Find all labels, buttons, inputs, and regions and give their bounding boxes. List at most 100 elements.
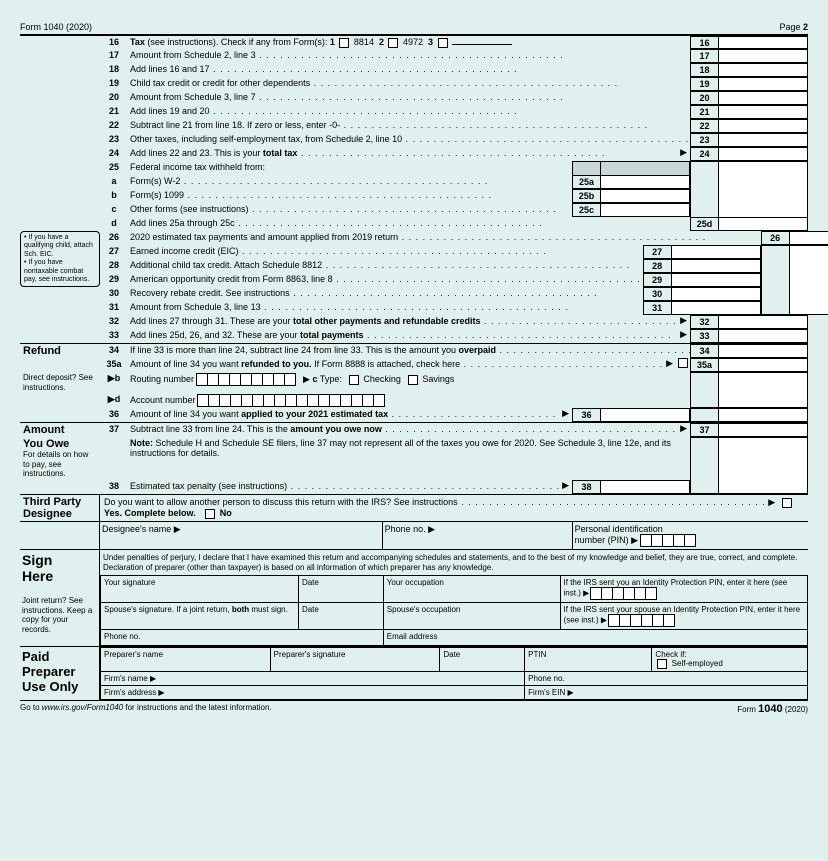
chk-yes[interactable] xyxy=(782,498,792,508)
box-25c[interactable] xyxy=(600,203,690,217)
box-29[interactable] xyxy=(671,273,761,287)
firm-address[interactable]: Firm's address ▶ xyxy=(101,686,525,700)
firm-phone[interactable]: Phone no. xyxy=(525,672,808,686)
line-16-num: 16 xyxy=(100,36,128,49)
box-21-num: 21 xyxy=(690,105,718,119)
chk-8888[interactable] xyxy=(678,358,688,368)
box-25a[interactable] xyxy=(600,175,690,189)
chk-no[interactable] xyxy=(205,509,215,519)
line-24-desc: Add lines 22 and 23. This is your total … xyxy=(128,147,677,161)
box-18-num: 18 xyxy=(690,63,718,77)
preparer-name[interactable]: Preparer's name xyxy=(101,648,271,672)
header-right: Page 2 xyxy=(779,22,808,32)
line-25a-desc: Form(s) W-2 xyxy=(128,175,572,189)
box-25b-num: 25b xyxy=(572,189,600,203)
box-25b[interactable] xyxy=(600,189,690,203)
designee-name-label: Designee's name ▶ xyxy=(100,522,382,549)
box-28[interactable] xyxy=(671,259,761,273)
line-36-num: 36 xyxy=(100,408,128,422)
line-19-num: 19 xyxy=(100,77,128,91)
box-26[interactable] xyxy=(789,231,828,245)
box-18[interactable] xyxy=(718,63,808,77)
box-35a-num: 35a xyxy=(690,358,718,372)
header-left: Form 1040 (2020) xyxy=(20,22,92,32)
chk-3[interactable] xyxy=(438,38,448,48)
chk-checking[interactable] xyxy=(349,375,359,385)
line-22-num: 22 xyxy=(100,119,128,133)
box-31[interactable] xyxy=(671,301,761,315)
chk-self-employed[interactable] xyxy=(657,659,667,669)
box-19[interactable] xyxy=(718,77,808,91)
line-27-num: 27 xyxy=(100,245,128,259)
chk-4972[interactable] xyxy=(388,38,398,48)
box-25c-num: 25c xyxy=(572,203,600,217)
line-30-desc: Recovery rebate credit. See instructions xyxy=(128,287,643,301)
chk-savings[interactable] xyxy=(408,375,418,385)
box-22[interactable] xyxy=(718,119,808,133)
your-signature[interactable]: Your signature xyxy=(101,576,299,603)
box-21[interactable] xyxy=(718,105,808,119)
line-27-desc: Earned income credit (EIC) xyxy=(128,245,643,259)
box-36[interactable] xyxy=(600,408,690,422)
chk-8814[interactable] xyxy=(339,38,349,48)
amount-owe-label: Amount xyxy=(23,424,65,436)
box-35a[interactable] xyxy=(718,358,808,372)
spouse-occupation[interactable]: Spouse's occupation xyxy=(383,603,560,630)
line-25a-num: a xyxy=(100,175,128,189)
line-33-desc: Add lines 25d, 26, and 32. These are you… xyxy=(128,329,677,343)
box-27[interactable] xyxy=(671,245,761,259)
preparer-date[interactable]: Date xyxy=(440,648,525,672)
sign-here-label: SignHere xyxy=(22,552,97,584)
box-24-num: 24 xyxy=(690,147,718,161)
line-26-desc: 2020 estimated tax payments and amount a… xyxy=(128,231,761,245)
line-26-num: 26 xyxy=(100,231,128,245)
box-34[interactable] xyxy=(718,344,808,358)
line-23-num: 23 xyxy=(100,133,128,147)
line-37-note: Note: Schedule H and Schedule SE filers,… xyxy=(128,437,690,480)
your-occupation[interactable]: Your occupation xyxy=(383,576,560,603)
firm-ein[interactable]: Firm's EIN ▶ xyxy=(525,686,808,700)
phone-no[interactable]: Phone no. xyxy=(101,630,384,646)
designee-pin-label: Personal identificationnumber (PIN) ▶ xyxy=(572,522,808,549)
spouse-signature[interactable]: Spouse's signature. If a joint return, b… xyxy=(101,603,299,630)
signature-table: Your signature Date Your occupation If t… xyxy=(100,575,808,646)
line-21-desc: Add lines 19 and 20 xyxy=(128,105,690,119)
form-1040-page-2: Form 1040 (2020) Page 2 16 Tax (see inst… xyxy=(20,20,808,715)
box-30[interactable] xyxy=(671,287,761,301)
line-18-num: 18 xyxy=(100,63,128,77)
box-20[interactable] xyxy=(718,91,808,105)
box-16-num: 16 xyxy=(690,36,718,49)
line-29-desc: American opportunity credit from Form 88… xyxy=(128,273,643,287)
third-party-label: Third Party Designee xyxy=(23,496,81,520)
box-38-num: 38 xyxy=(572,480,600,494)
box-32[interactable] xyxy=(718,315,808,329)
box-27-num: 27 xyxy=(643,245,671,259)
preparer-sig[interactable]: Preparer's signature xyxy=(270,648,440,672)
line-28-num: 28 xyxy=(100,259,128,273)
box-23[interactable] xyxy=(718,133,808,147)
designee-phone-label: Phone no. ▶ xyxy=(382,522,572,549)
box-28-num: 28 xyxy=(643,259,671,273)
preparer-ptin[interactable]: PTIN xyxy=(525,648,652,672)
sig-date[interactable]: Date xyxy=(298,576,383,603)
sign-here-sub: Joint return? See instructions. Keep a c… xyxy=(22,596,97,634)
email-address[interactable]: Email address xyxy=(383,630,807,646)
line-19-desc: Child tax credit or credit for other dep… xyxy=(128,77,690,91)
box-16[interactable] xyxy=(718,36,808,49)
line-25c-num: c xyxy=(100,203,128,217)
box-38[interactable] xyxy=(600,480,690,494)
direct-deposit-label: Direct deposit? See instructions. xyxy=(20,372,100,393)
line-25d-num: d xyxy=(100,217,128,231)
line-24-num: 24 xyxy=(100,147,128,161)
box-25d-num: 25d xyxy=(690,217,718,231)
box-24[interactable] xyxy=(718,147,808,161)
line-34-desc: If line 33 is more than line 24, subtrac… xyxy=(128,344,690,358)
box-33[interactable] xyxy=(718,329,808,343)
spouse-date[interactable]: Date xyxy=(298,603,383,630)
line-38-desc: Estimated tax penalty (see instructions) xyxy=(128,480,559,494)
box-25d[interactable] xyxy=(718,217,808,231)
line-22-desc: Subtract line 21 from line 18. If zero o… xyxy=(128,119,690,133)
box-37[interactable] xyxy=(718,423,808,437)
firm-name[interactable]: Firm's name ▶ xyxy=(101,672,525,686)
box-17[interactable] xyxy=(718,49,808,63)
